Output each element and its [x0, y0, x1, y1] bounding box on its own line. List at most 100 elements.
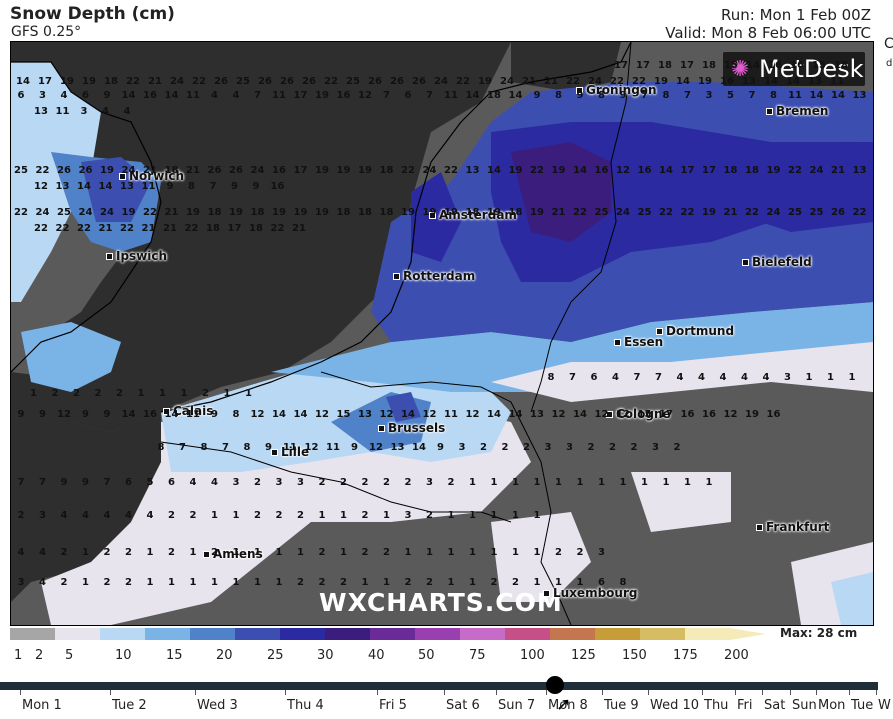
grid-value: 2 — [609, 442, 616, 453]
grid-value: 3 — [458, 442, 466, 453]
grid-value: 1 — [533, 577, 541, 588]
grid-value: 18 — [379, 207, 394, 218]
grid-value: 11 — [186, 409, 200, 420]
timeline-day[interactable]: Mon 1 — [22, 698, 62, 713]
grid-value: 17 — [702, 165, 716, 176]
colorbar-segment — [505, 628, 550, 640]
colorbar-segment — [415, 628, 460, 640]
grid-value: 9 — [17, 409, 25, 420]
grid-value: 19 — [530, 207, 544, 218]
grid-value: 1 — [297, 547, 304, 558]
timeline-day[interactable]: Sun — [792, 698, 817, 713]
grid-value: 11 — [444, 90, 458, 101]
grid-value: 21 — [141, 223, 156, 234]
timeline-day[interactable]: Tue — [851, 698, 874, 713]
grid-value: 3 — [39, 90, 46, 101]
grid-value: 13 — [742, 76, 756, 87]
colorbar-tick-label: 75 — [469, 648, 486, 663]
grid-value: 12 — [594, 409, 609, 420]
grid-value: 1 — [180, 388, 188, 399]
grid-value: 9 — [265, 442, 272, 453]
city-label: Norwich — [119, 169, 184, 183]
grid-value: 2 — [318, 547, 326, 558]
colorbar-tick-label: 2 — [35, 648, 44, 663]
grid-value: 6 — [168, 477, 175, 488]
timeline-day[interactable]: Wed 3 — [197, 698, 238, 713]
timeline-day[interactable]: Tue 2 — [112, 698, 147, 713]
grid-value: 1 — [598, 477, 605, 488]
grid-value: 18 — [723, 165, 738, 176]
timeline-tick — [496, 690, 497, 695]
timeline-day[interactable]: Fri — [737, 698, 753, 713]
grid-value: 11 — [141, 181, 156, 192]
snow-depth-map[interactable]: ✺ MetDesk WXCHARTS.COM Groningen Bremen No… — [10, 41, 874, 626]
grid-value: 3 — [784, 372, 791, 383]
grid-value: 16 — [768, 60, 782, 71]
timeline-day[interactable]: Thu 4 — [287, 698, 324, 713]
timeline-day[interactable]: Mon 8 — [548, 698, 588, 713]
grid-value: 14 — [659, 165, 673, 176]
grid-value: 1 — [30, 388, 37, 399]
timeline-day[interactable]: Fri 5 — [379, 698, 407, 713]
grid-value: 22 — [659, 207, 673, 218]
grid-value: 12 — [304, 442, 319, 453]
grid-value: 2 — [211, 547, 218, 558]
timeline-day[interactable]: Wed 10 — [650, 698, 700, 713]
colorbar-tick-label: 30 — [317, 648, 334, 663]
grid-value: 2 — [523, 442, 530, 453]
grid-value: 25 — [346, 76, 360, 87]
timeline-handle[interactable] — [546, 676, 564, 694]
colorbar-segment — [10, 628, 55, 640]
grid-value: 2 — [60, 577, 68, 588]
colorbar-segment — [55, 628, 100, 640]
grid-value: 12 — [616, 165, 630, 176]
grid-value: 6 — [598, 577, 605, 588]
grid-value: 21 — [551, 207, 566, 218]
border-be-fr — [160, 441, 512, 523]
grid-value: 21 — [148, 76, 162, 87]
timeline-day[interactable]: Sun 7 — [498, 698, 536, 713]
grid-value: 1 — [426, 547, 433, 558]
grid-value: 9 — [82, 409, 89, 420]
border-de-lux — [520, 421, 572, 625]
grid-value: 18 — [164, 165, 179, 176]
grid-value: 1 — [576, 577, 584, 588]
grid-value: 14 — [786, 76, 800, 87]
timeline-tick — [444, 690, 445, 695]
grid-value: 7 — [209, 181, 217, 192]
grid-value: 9 — [82, 477, 89, 488]
grid-value: 8 — [232, 409, 240, 420]
city-label: Dortmund — [656, 324, 734, 338]
timeline-bar[interactable] — [0, 682, 878, 690]
snow-band-mid-blue-kent — [21, 322, 121, 392]
timeline-day[interactable]: Mon — [818, 698, 846, 713]
grid-value: 1 — [447, 547, 455, 558]
grid-value: 25 — [809, 207, 824, 218]
colorbar-tick-label: 5 — [65, 648, 74, 663]
timeline-day[interactable]: Thu — [704, 698, 729, 713]
grid-value: 15 — [724, 60, 738, 71]
grid-value: 2 — [512, 577, 519, 588]
grid-value: 7 — [426, 90, 433, 101]
grid-value: 14 — [676, 76, 690, 87]
grid-value: 21 — [522, 76, 536, 87]
grid-value: 2 — [51, 388, 59, 399]
timeline-day[interactable]: Sat 6 — [446, 698, 480, 713]
timeline-day[interactable]: Sat — [764, 698, 786, 713]
grid-value: 18 — [658, 60, 672, 71]
grid-value: 6 — [17, 90, 25, 101]
timeline-day[interactable]: W — [878, 698, 891, 713]
grid-value: 19 — [336, 165, 351, 176]
grid-value: 9 — [231, 181, 238, 192]
grid-value: 2 — [490, 577, 498, 588]
timeline-tick — [602, 690, 603, 695]
grid-value: 8 — [243, 442, 251, 453]
timeline-day[interactable]: Tue 9 — [604, 698, 639, 713]
grid-value: 5 — [727, 90, 734, 101]
grid-value: 22 — [745, 207, 759, 218]
grid-value: 3 — [232, 477, 240, 488]
grid-value: 17 — [227, 223, 242, 234]
grid-value: 26 — [368, 76, 382, 87]
grid-value: 26 — [214, 76, 228, 87]
grid-value: 19 — [401, 207, 415, 218]
